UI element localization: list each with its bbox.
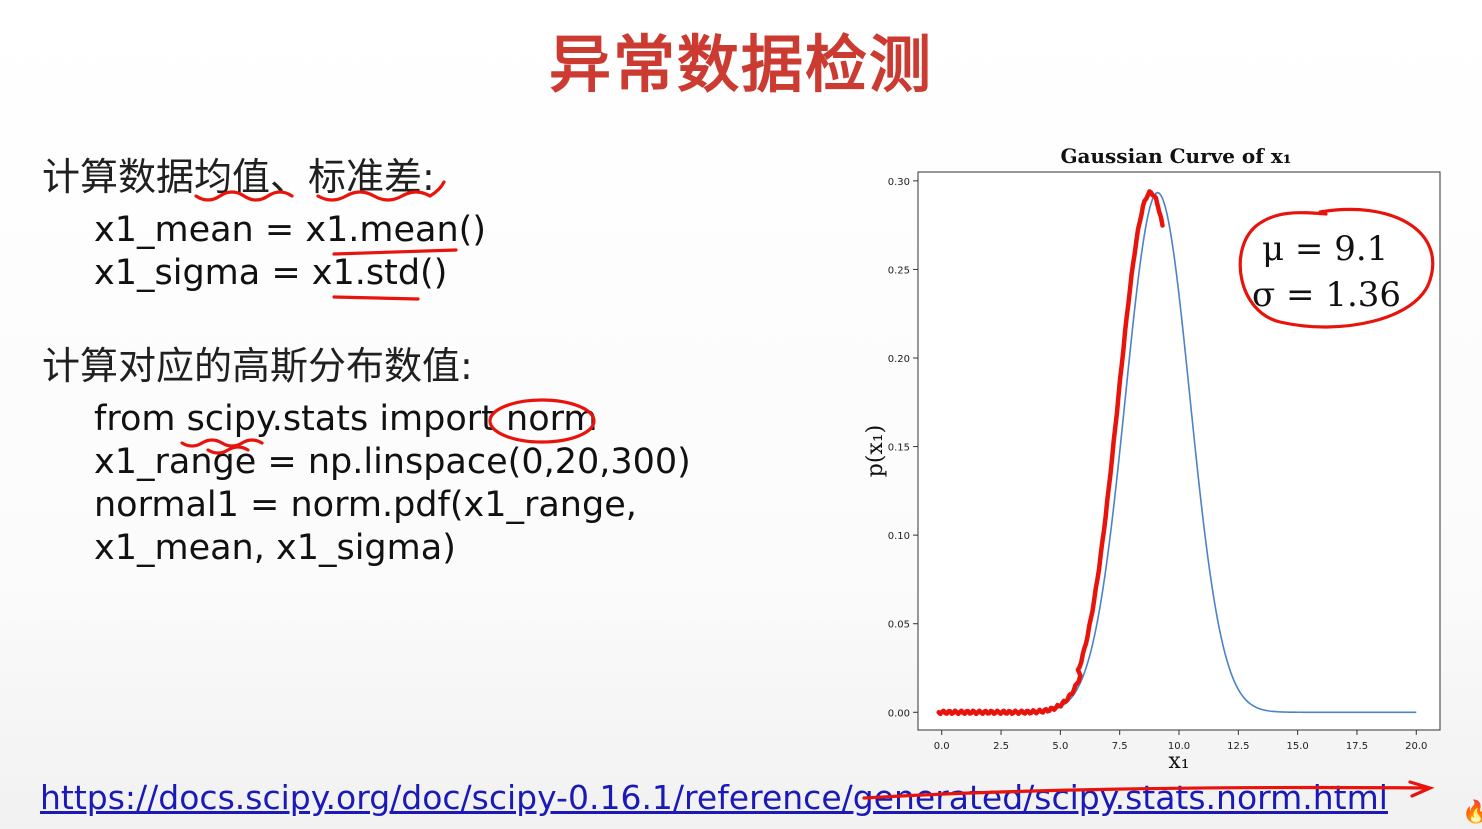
y-tick-label: 0.30 xyxy=(888,177,910,188)
x-tick-label: 12.5 xyxy=(1227,741,1249,752)
x-tick-label: 10.0 xyxy=(1168,741,1190,752)
y-tick-label: 0.05 xyxy=(888,620,910,631)
y-axis: 0.00 0.05 0.10 0.15 0.20 0.25 0.30 xyxy=(888,177,918,719)
x-tick-label: 7.5 xyxy=(1112,741,1128,752)
plot-area xyxy=(917,171,1441,731)
y-axis-label: p(x₁) xyxy=(863,425,888,477)
code-line-linspace: x1_range = np.linspace(0,20,300) xyxy=(94,442,691,482)
url-arrow-tail xyxy=(1408,780,1435,798)
x-tick-label: 20.0 xyxy=(1405,741,1427,752)
y-tick-label: 0.25 xyxy=(888,265,910,276)
code-line-import: from scipy.stats import norm xyxy=(94,399,598,439)
code-line-pdf-args: x1_mean, x1_sigma) xyxy=(94,528,456,568)
code-line-mean: x1_mean = x1.mean() xyxy=(94,210,486,250)
heading-gaussian-values: 计算对应的高斯分布数值: xyxy=(42,344,473,388)
x-tick-label: 15.0 xyxy=(1287,741,1309,752)
scipy-docs-link[interactable]: https://docs.scipy.org/doc/scipy-0.16.1/… xyxy=(40,778,1388,817)
x-tick-label: 0.0 xyxy=(934,741,950,752)
slide-title: 异常数据检测 xyxy=(548,28,933,101)
code-block-norm: from scipy.stats import norm x1_range = … xyxy=(94,398,691,570)
gaussian-chart: Gaussian Curve of x₁ 0.00 0.05 0.10 0.15 0.2… xyxy=(863,144,1441,774)
underline-std xyxy=(332,295,420,301)
x-axis: 0.0 2.5 5.0 7.5 10.0 12.5 15.0 17.5 20.0 xyxy=(934,730,1427,752)
x-tick-label: 17.5 xyxy=(1346,741,1368,752)
heading-mean-std: 计算数据均值、标准差: xyxy=(42,155,435,199)
x-tick-label: 5.0 xyxy=(1052,741,1068,752)
chart-title: Gaussian Curve of x₁ xyxy=(1060,144,1291,168)
code-line-pdf: normal1 = norm.pdf(x1_range, xyxy=(94,485,637,525)
y-tick-label: 0.15 xyxy=(888,443,910,454)
x-tick-label: 2.5 xyxy=(993,741,1009,752)
x-axis-label: x₁ xyxy=(1168,749,1189,774)
code-block-mean-std: x1_mean = x1.mean() x1_sigma = x1.std() xyxy=(94,209,486,295)
y-tick-label: 0.00 xyxy=(888,708,910,719)
y-tick-label: 0.20 xyxy=(888,354,910,365)
code-line-std: x1_sigma = x1.std() xyxy=(94,253,448,293)
y-tick-label: 0.10 xyxy=(888,531,910,542)
flame-logo-icon: 🔥 xyxy=(1462,800,1482,825)
